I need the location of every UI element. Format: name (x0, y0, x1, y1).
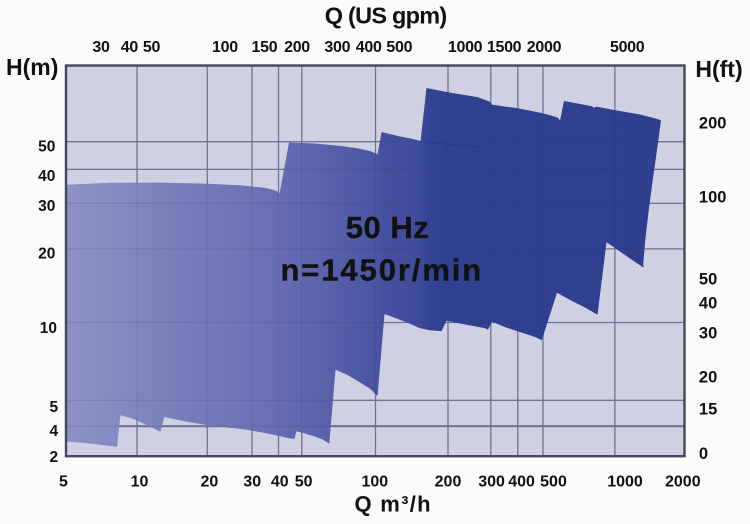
svg-text:100: 100 (699, 189, 727, 207)
svg-text:400: 400 (508, 473, 535, 490)
svg-text:10: 10 (40, 320, 57, 337)
svg-text:500: 500 (386, 39, 412, 56)
svg-text:50: 50 (38, 138, 55, 155)
svg-text:50: 50 (143, 39, 161, 56)
svg-text:1500: 1500 (487, 39, 522, 56)
svg-text:100: 100 (361, 473, 388, 490)
svg-text:2000: 2000 (665, 473, 701, 490)
svg-text:H(ft): H(ft) (695, 56, 742, 82)
svg-text:20: 20 (201, 473, 219, 490)
svg-text:30: 30 (92, 39, 110, 56)
svg-text:300: 300 (324, 39, 350, 56)
svg-text:200: 200 (284, 39, 310, 56)
svg-text:150: 150 (252, 39, 278, 56)
svg-text:4: 4 (49, 423, 58, 440)
svg-text:1000: 1000 (448, 39, 483, 56)
svg-text:400: 400 (356, 39, 382, 56)
svg-text:30: 30 (243, 473, 261, 490)
svg-text:5: 5 (59, 473, 68, 490)
svg-text:2000: 2000 (527, 39, 562, 56)
svg-text:5: 5 (49, 399, 58, 416)
svg-text:200: 200 (699, 115, 727, 133)
svg-text:30: 30 (38, 198, 55, 215)
svg-text:300: 300 (478, 473, 505, 490)
svg-text:20: 20 (38, 245, 55, 262)
svg-text:1000: 1000 (607, 473, 643, 490)
svg-text:0: 0 (699, 445, 708, 463)
svg-text:Q (US gpm): Q (US gpm) (325, 3, 447, 29)
svg-text:20: 20 (699, 369, 717, 387)
svg-text:500: 500 (540, 473, 567, 490)
svg-text:40: 40 (271, 473, 289, 490)
svg-text:40: 40 (699, 294, 717, 312)
svg-text:40: 40 (121, 39, 139, 56)
svg-text:50: 50 (699, 270, 717, 288)
svg-text:50 Hz: 50 Hz (346, 210, 429, 245)
svg-text:2: 2 (49, 449, 58, 466)
svg-text:5000: 5000 (610, 39, 645, 56)
svg-text:H(m): H(m) (6, 54, 58, 80)
svg-text:40: 40 (38, 168, 55, 185)
svg-text:30: 30 (699, 324, 717, 342)
svg-text:10: 10 (131, 473, 149, 490)
svg-text:15: 15 (699, 400, 717, 418)
svg-text:50: 50 (295, 473, 313, 490)
svg-text:n=1450r/min: n=1450r/min (280, 252, 483, 287)
svg-text:200: 200 (435, 473, 462, 490)
svg-text:Q m³/h: Q m³/h (354, 492, 431, 517)
svg-text:100: 100 (212, 39, 238, 56)
